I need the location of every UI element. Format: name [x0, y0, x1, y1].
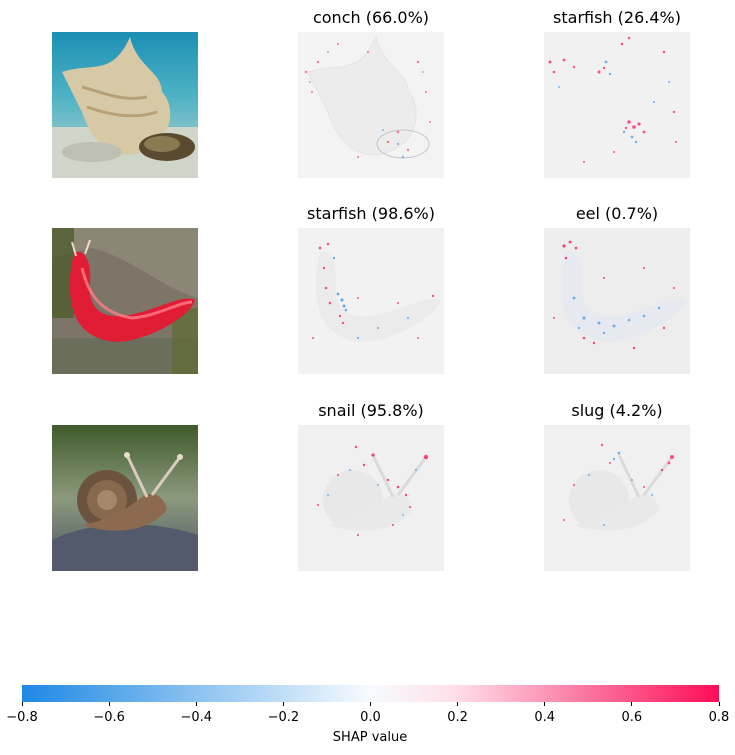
colorbar-tick-mark	[195, 702, 197, 706]
shap-map-conch-starfish	[544, 32, 690, 178]
colorbar-tick-mark	[370, 702, 371, 706]
colorbar-tick-mark	[108, 702, 110, 706]
colorbar-tick-label: 0.8	[708, 710, 730, 725]
input-image-snail	[52, 425, 198, 571]
colorbar-tick-mark	[718, 702, 720, 706]
shap-map-conch-conch	[298, 32, 444, 178]
conch-photo-icon	[52, 32, 198, 178]
panel-title-r1-c2: starfish (26.4%)	[553, 8, 681, 27]
shap-colorbar	[22, 685, 719, 702]
sea-slug-photo-icon	[52, 228, 198, 374]
colorbar-tick-label: −0.4	[180, 710, 213, 725]
input-image-conch	[52, 32, 198, 178]
snail-photo-icon	[52, 425, 198, 571]
colorbar-tick-label: 0.0	[360, 710, 381, 725]
colorbar-tick-mark	[282, 702, 284, 706]
panel-title-r2-c1: starfish (98.6%)	[307, 204, 435, 223]
colorbar-axis-label: SHAP value	[332, 730, 408, 745]
panel-title-r2-c2: eel (0.7%)	[575, 204, 659, 223]
shap-map-slug-eel	[544, 228, 690, 374]
shap-map-snail-snail	[298, 425, 444, 571]
shap-map-slug-starfish	[298, 228, 444, 374]
colorbar-tick-mark	[457, 702, 459, 706]
colorbar-tick-label: −0.6	[93, 710, 125, 725]
colorbar-tick-mark	[21, 702, 23, 706]
shap-map-snail-slug	[544, 425, 690, 571]
colorbar-tick-label: −0.8	[6, 710, 38, 725]
panel-title-r1-c1: conch (66.0%)	[312, 8, 430, 27]
shap-dots	[304, 43, 431, 158]
colorbar-tick-label: 0.6	[621, 710, 643, 725]
panel-title-r3-c2: slug (4.2%)	[571, 401, 663, 420]
colorbar-tick-label: 0.2	[447, 710, 468, 725]
colorbar-tick-mark	[544, 702, 546, 706]
colorbar-tick-mark	[631, 702, 633, 706]
panel-title-r3-c1: snail (95.8%)	[318, 401, 424, 420]
input-image-sea-slug	[52, 228, 198, 374]
colorbar-tick-label: −0.2	[267, 710, 300, 725]
colorbar-tick-label: 0.4	[534, 710, 556, 725]
